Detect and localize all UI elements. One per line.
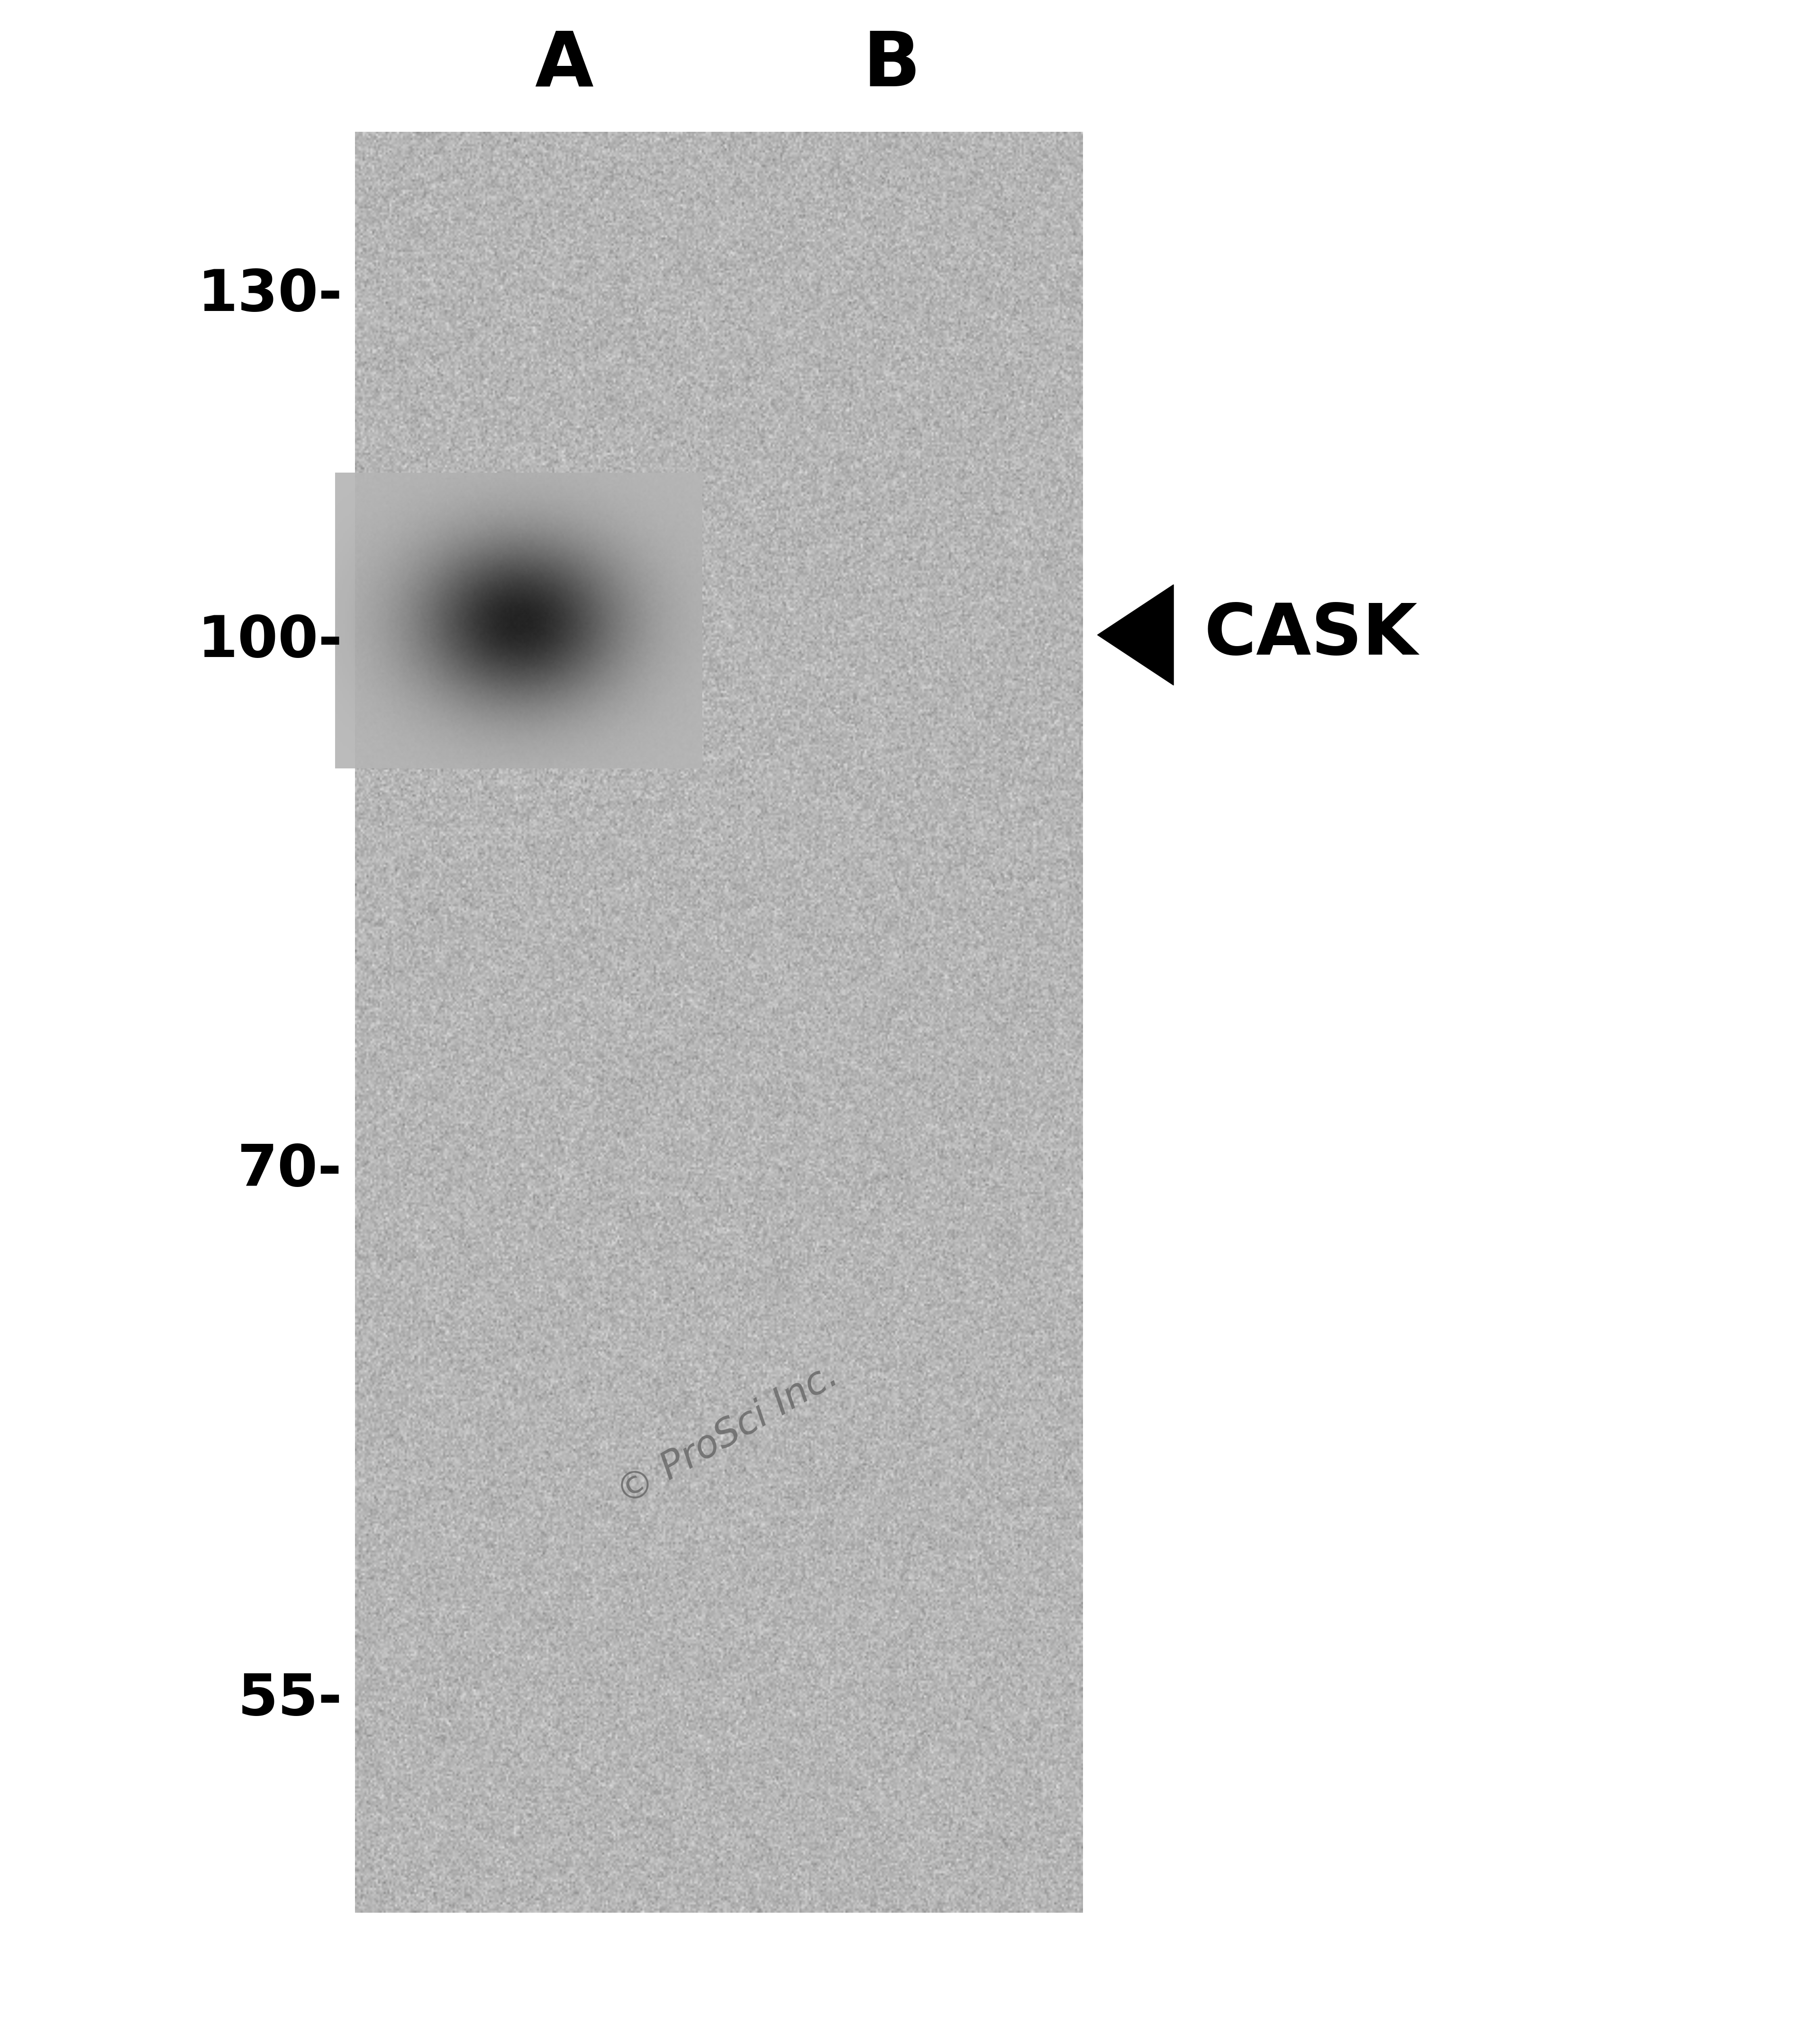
Text: A: A [535, 28, 593, 102]
Text: 70-: 70- [237, 1142, 342, 1199]
Polygon shape [1097, 584, 1174, 686]
Text: © ProSci Inc.: © ProSci Inc. [612, 1357, 844, 1512]
Text: 130-: 130- [197, 267, 342, 324]
Text: B: B [863, 28, 921, 102]
Text: 55-: 55- [238, 1671, 342, 1728]
Text: CASK: CASK [1205, 600, 1418, 670]
Text: 100-: 100- [197, 613, 342, 670]
